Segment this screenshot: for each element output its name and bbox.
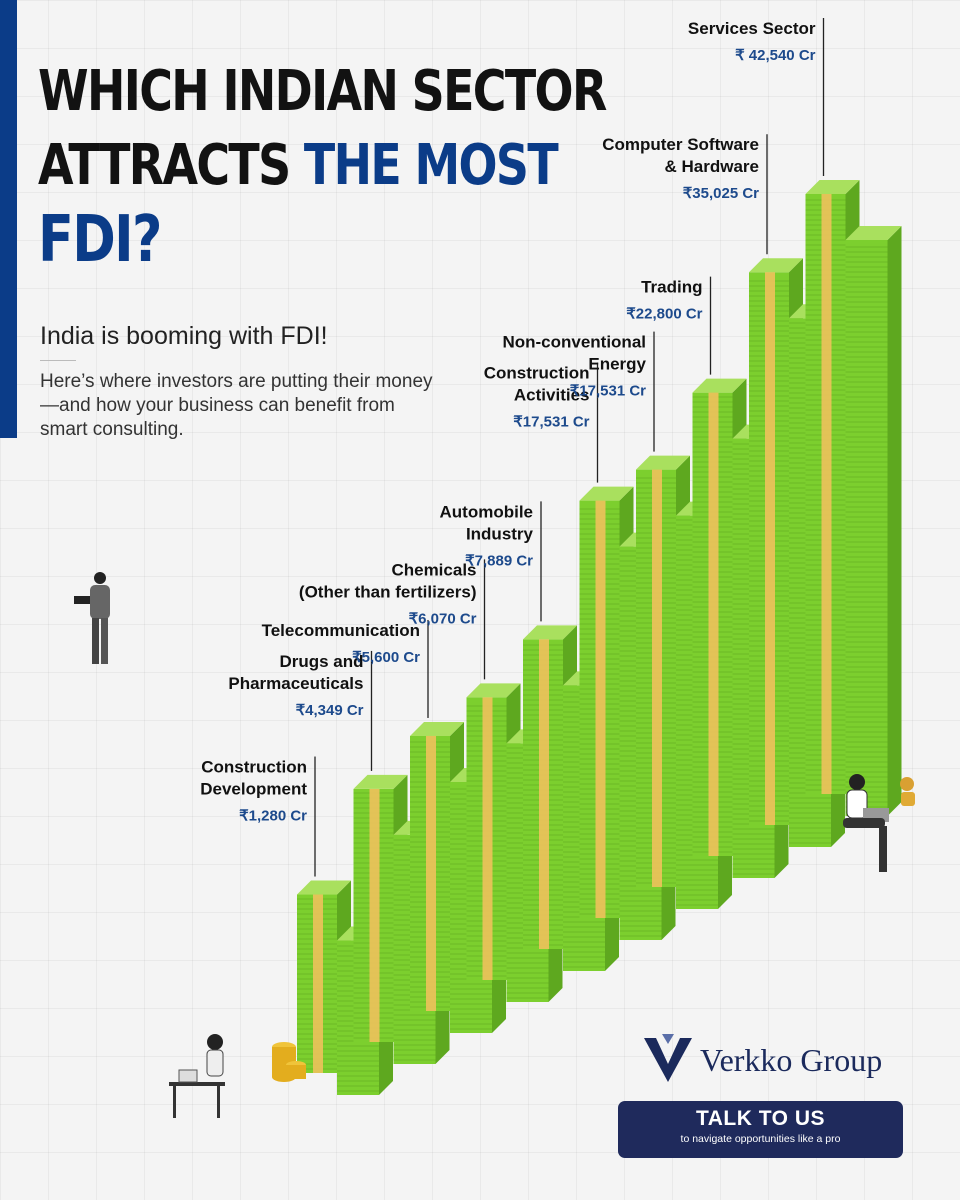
money-stacks bbox=[297, 180, 902, 1095]
bar-10-front-top bbox=[845, 226, 902, 240]
description: Here’s where investors are putting their… bbox=[40, 371, 433, 440]
sector-name: Automobile bbox=[440, 502, 534, 521]
gold-coins-icon bbox=[272, 1042, 306, 1082]
bar-10-front-front bbox=[845, 240, 888, 816]
talk-to-us-button[interactable]: TALK TO US to navigate opportunities lik… bbox=[618, 1101, 903, 1158]
bar-1-band bbox=[313, 894, 323, 1073]
annotation-2: Drugs and Pharmaceuticals ₹4,349 Cr bbox=[228, 650, 373, 771]
man-with-laptop-icon bbox=[74, 572, 110, 664]
sector-value: ₹17,531 Cr bbox=[513, 414, 589, 431]
sector-name: & Hardware bbox=[665, 157, 759, 176]
sector-name: Pharmaceuticals bbox=[228, 674, 363, 693]
bar-10-front-stripes bbox=[845, 246, 888, 813]
bar-6-back-top bbox=[579, 486, 634, 501]
sector-value: ₹4,349 Cr bbox=[296, 702, 364, 719]
annotation-3: Telecommunication ₹5,600 Cr bbox=[262, 619, 429, 718]
bar-10-front-side bbox=[887, 226, 902, 816]
title-line-2: ATTRACTS THE MOST bbox=[38, 129, 606, 203]
cta-label: TALK TO US bbox=[695, 1107, 826, 1130]
sector-name: (Other than fertilizers) bbox=[299, 582, 477, 601]
brand-logo[interactable]: Verkko Group bbox=[640, 1030, 890, 1086]
bar-9-band bbox=[765, 272, 775, 825]
annotation-8: Trading ₹22,800 Cr bbox=[626, 276, 712, 375]
subheading: India is booming with FDI! bbox=[40, 322, 328, 350]
bar-1 bbox=[297, 880, 393, 1095]
annotation-10: Services Sector ₹ 42,540 Cr bbox=[688, 18, 825, 176]
bar-4-band bbox=[482, 697, 493, 980]
sector-name: Non-conventional bbox=[502, 333, 646, 352]
annotation-1: Construction Development ₹1,280 Cr bbox=[200, 756, 316, 877]
sector-value: ₹22,800 Cr bbox=[626, 306, 702, 323]
bar-8-band bbox=[708, 392, 719, 856]
bar-4-back-top bbox=[466, 683, 521, 698]
sector-value: ₹7,889 Cr bbox=[465, 552, 533, 569]
sector-name: Services Sector bbox=[688, 19, 816, 38]
sector-value: ₹35,025 Cr bbox=[683, 185, 759, 202]
sector-name: Computer Software bbox=[602, 135, 759, 154]
bar-7-back-top bbox=[636, 455, 690, 470]
title-line-2-accent: THE MOST bbox=[303, 133, 559, 198]
bar-3-back-top bbox=[410, 721, 464, 736]
sector-name: Construction bbox=[484, 364, 590, 383]
title-line-3: FDI? bbox=[38, 203, 162, 277]
bar-10-band bbox=[821, 194, 832, 794]
title-line-2-dark: ATTRACTS bbox=[38, 133, 304, 198]
sector-name: Trading bbox=[641, 278, 702, 297]
sector-name: Drugs and bbox=[279, 652, 363, 671]
sector-name: Development bbox=[200, 780, 307, 799]
accent-bar bbox=[0, 0, 17, 438]
sector-name: Construction bbox=[201, 758, 307, 777]
bar-5-back-top bbox=[523, 625, 577, 640]
sector-value: ₹1,280 Cr bbox=[239, 808, 307, 825]
bar-5-band bbox=[539, 639, 549, 949]
sector-name: Activities bbox=[514, 386, 590, 405]
divider bbox=[40, 360, 76, 361]
bar-1-back-top bbox=[297, 880, 351, 895]
title-line-1: WHICH INDIAN SECTOR bbox=[38, 59, 607, 124]
brand-name: Verkko Group bbox=[700, 1042, 883, 1078]
page-title: WHICH INDIAN SECTOR ATTRACTS THE MOST FD… bbox=[38, 55, 607, 277]
cta-sublabel: to navigate opportunities like a pro bbox=[680, 1133, 841, 1145]
sector-value: ₹ 42,540 Cr bbox=[735, 47, 816, 64]
sector-name: Telecommunication bbox=[262, 621, 420, 640]
bar-2-back-top bbox=[353, 774, 408, 789]
bar-6-band bbox=[595, 500, 606, 918]
sector-annotations: Construction Development ₹1,280 Cr Drugs an… bbox=[200, 18, 825, 877]
man-sitting-laptop-icon bbox=[843, 774, 915, 872]
bar-8-back-top bbox=[692, 378, 747, 393]
bar-9-back-top bbox=[749, 258, 803, 273]
annotation-9: Computer Software & Hardware ₹35,025 Cr bbox=[602, 134, 768, 255]
sector-value: ₹5,600 Cr bbox=[352, 649, 420, 666]
bar-10-back-top bbox=[805, 180, 860, 194]
sector-name: Energy bbox=[588, 355, 646, 374]
annotation-6: Construction Activities ₹17,531 Cr bbox=[484, 362, 599, 483]
annotation-7: Non-conventional Energy ₹17,531 Cr bbox=[502, 331, 655, 452]
bar-2-band bbox=[369, 788, 380, 1042]
shield-v-logo-icon bbox=[644, 1034, 692, 1082]
annotation-4: Chemicals (Other than fertilizers) ₹6,070 … bbox=[299, 559, 486, 680]
sector-name: Chemicals bbox=[391, 560, 476, 579]
sector-name: Industry bbox=[466, 524, 534, 543]
sector-value: ₹6,070 Cr bbox=[409, 610, 477, 627]
annotation-5: Automobile Industry ₹7,889 Cr bbox=[440, 501, 542, 622]
woman-at-desk-icon bbox=[169, 1034, 225, 1118]
bar-7-band bbox=[652, 469, 662, 887]
bar-10 bbox=[805, 180, 902, 816]
bar-4-back-stripes bbox=[466, 705, 507, 977]
bar-3-band bbox=[426, 735, 436, 1011]
sector-value: ₹17,531 Cr bbox=[570, 383, 646, 400]
